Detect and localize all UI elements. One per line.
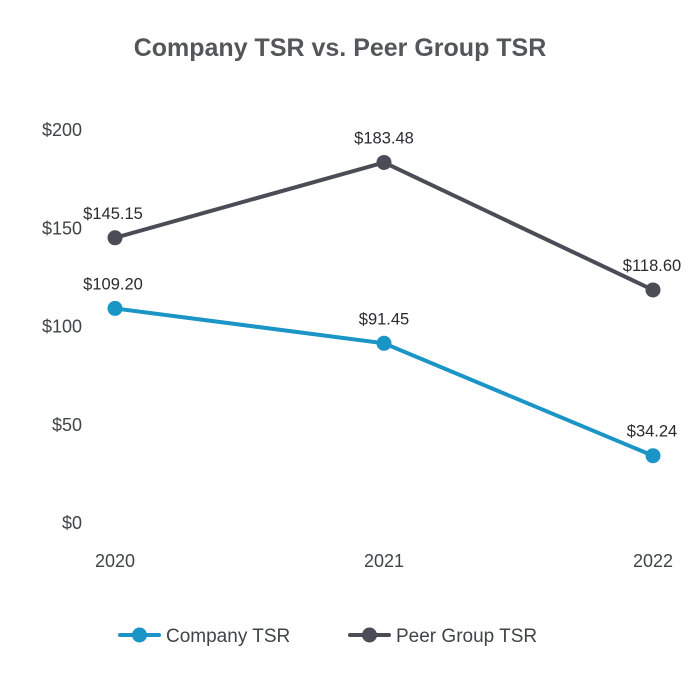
series-company-tsr: $109.20 $91.45 $34.24 xyxy=(83,275,677,464)
data-point xyxy=(376,335,392,351)
x-axis: 2020 2021 2022 xyxy=(95,551,673,571)
legend-item-peer-group-tsr: Peer Group TSR xyxy=(348,626,537,647)
data-label: $109.20 xyxy=(83,275,143,293)
x-tick-label: 2020 xyxy=(95,551,135,571)
legend-marker-icon xyxy=(132,627,147,643)
x-tick-label: 2021 xyxy=(364,551,404,571)
data-point xyxy=(645,282,661,298)
data-point xyxy=(376,154,392,170)
y-tick-label: $0 xyxy=(62,513,82,533)
series-peer-group-tsr: $145.15 $183.48 $118.60 xyxy=(83,129,681,298)
x-tick-label: 2022 xyxy=(633,551,673,571)
data-point xyxy=(107,300,123,316)
legend: Company TSR Peer Group TSR xyxy=(118,626,537,647)
legend-label: Peer Group TSR xyxy=(396,626,537,647)
legend-label: Company TSR xyxy=(166,626,290,647)
legend-item-company-tsr: Company TSR xyxy=(118,626,290,647)
series-layer: $109.20 $91.45 $34.24 $145.15 $183.48 $118.60 xyxy=(83,129,681,464)
data-label: $34.24 xyxy=(627,423,677,441)
data-point xyxy=(107,230,123,246)
y-tick-label: $100 xyxy=(42,317,82,337)
y-tick-label: $200 xyxy=(42,120,82,140)
series-line xyxy=(113,160,655,292)
legend-marker-icon xyxy=(362,627,377,643)
series-line xyxy=(113,306,655,458)
data-label: $145.15 xyxy=(83,205,143,223)
y-axis: $0 $50 $100 $150 $200 xyxy=(42,120,82,533)
y-tick-label: $150 xyxy=(42,218,82,238)
chart-title: Company TSR vs. Peer Group TSR xyxy=(134,34,547,62)
data-label: $91.45 xyxy=(359,310,409,328)
data-label: $183.48 xyxy=(354,129,414,147)
y-tick-label: $50 xyxy=(52,415,82,435)
data-point xyxy=(645,448,661,464)
data-label: $118.60 xyxy=(623,257,681,275)
